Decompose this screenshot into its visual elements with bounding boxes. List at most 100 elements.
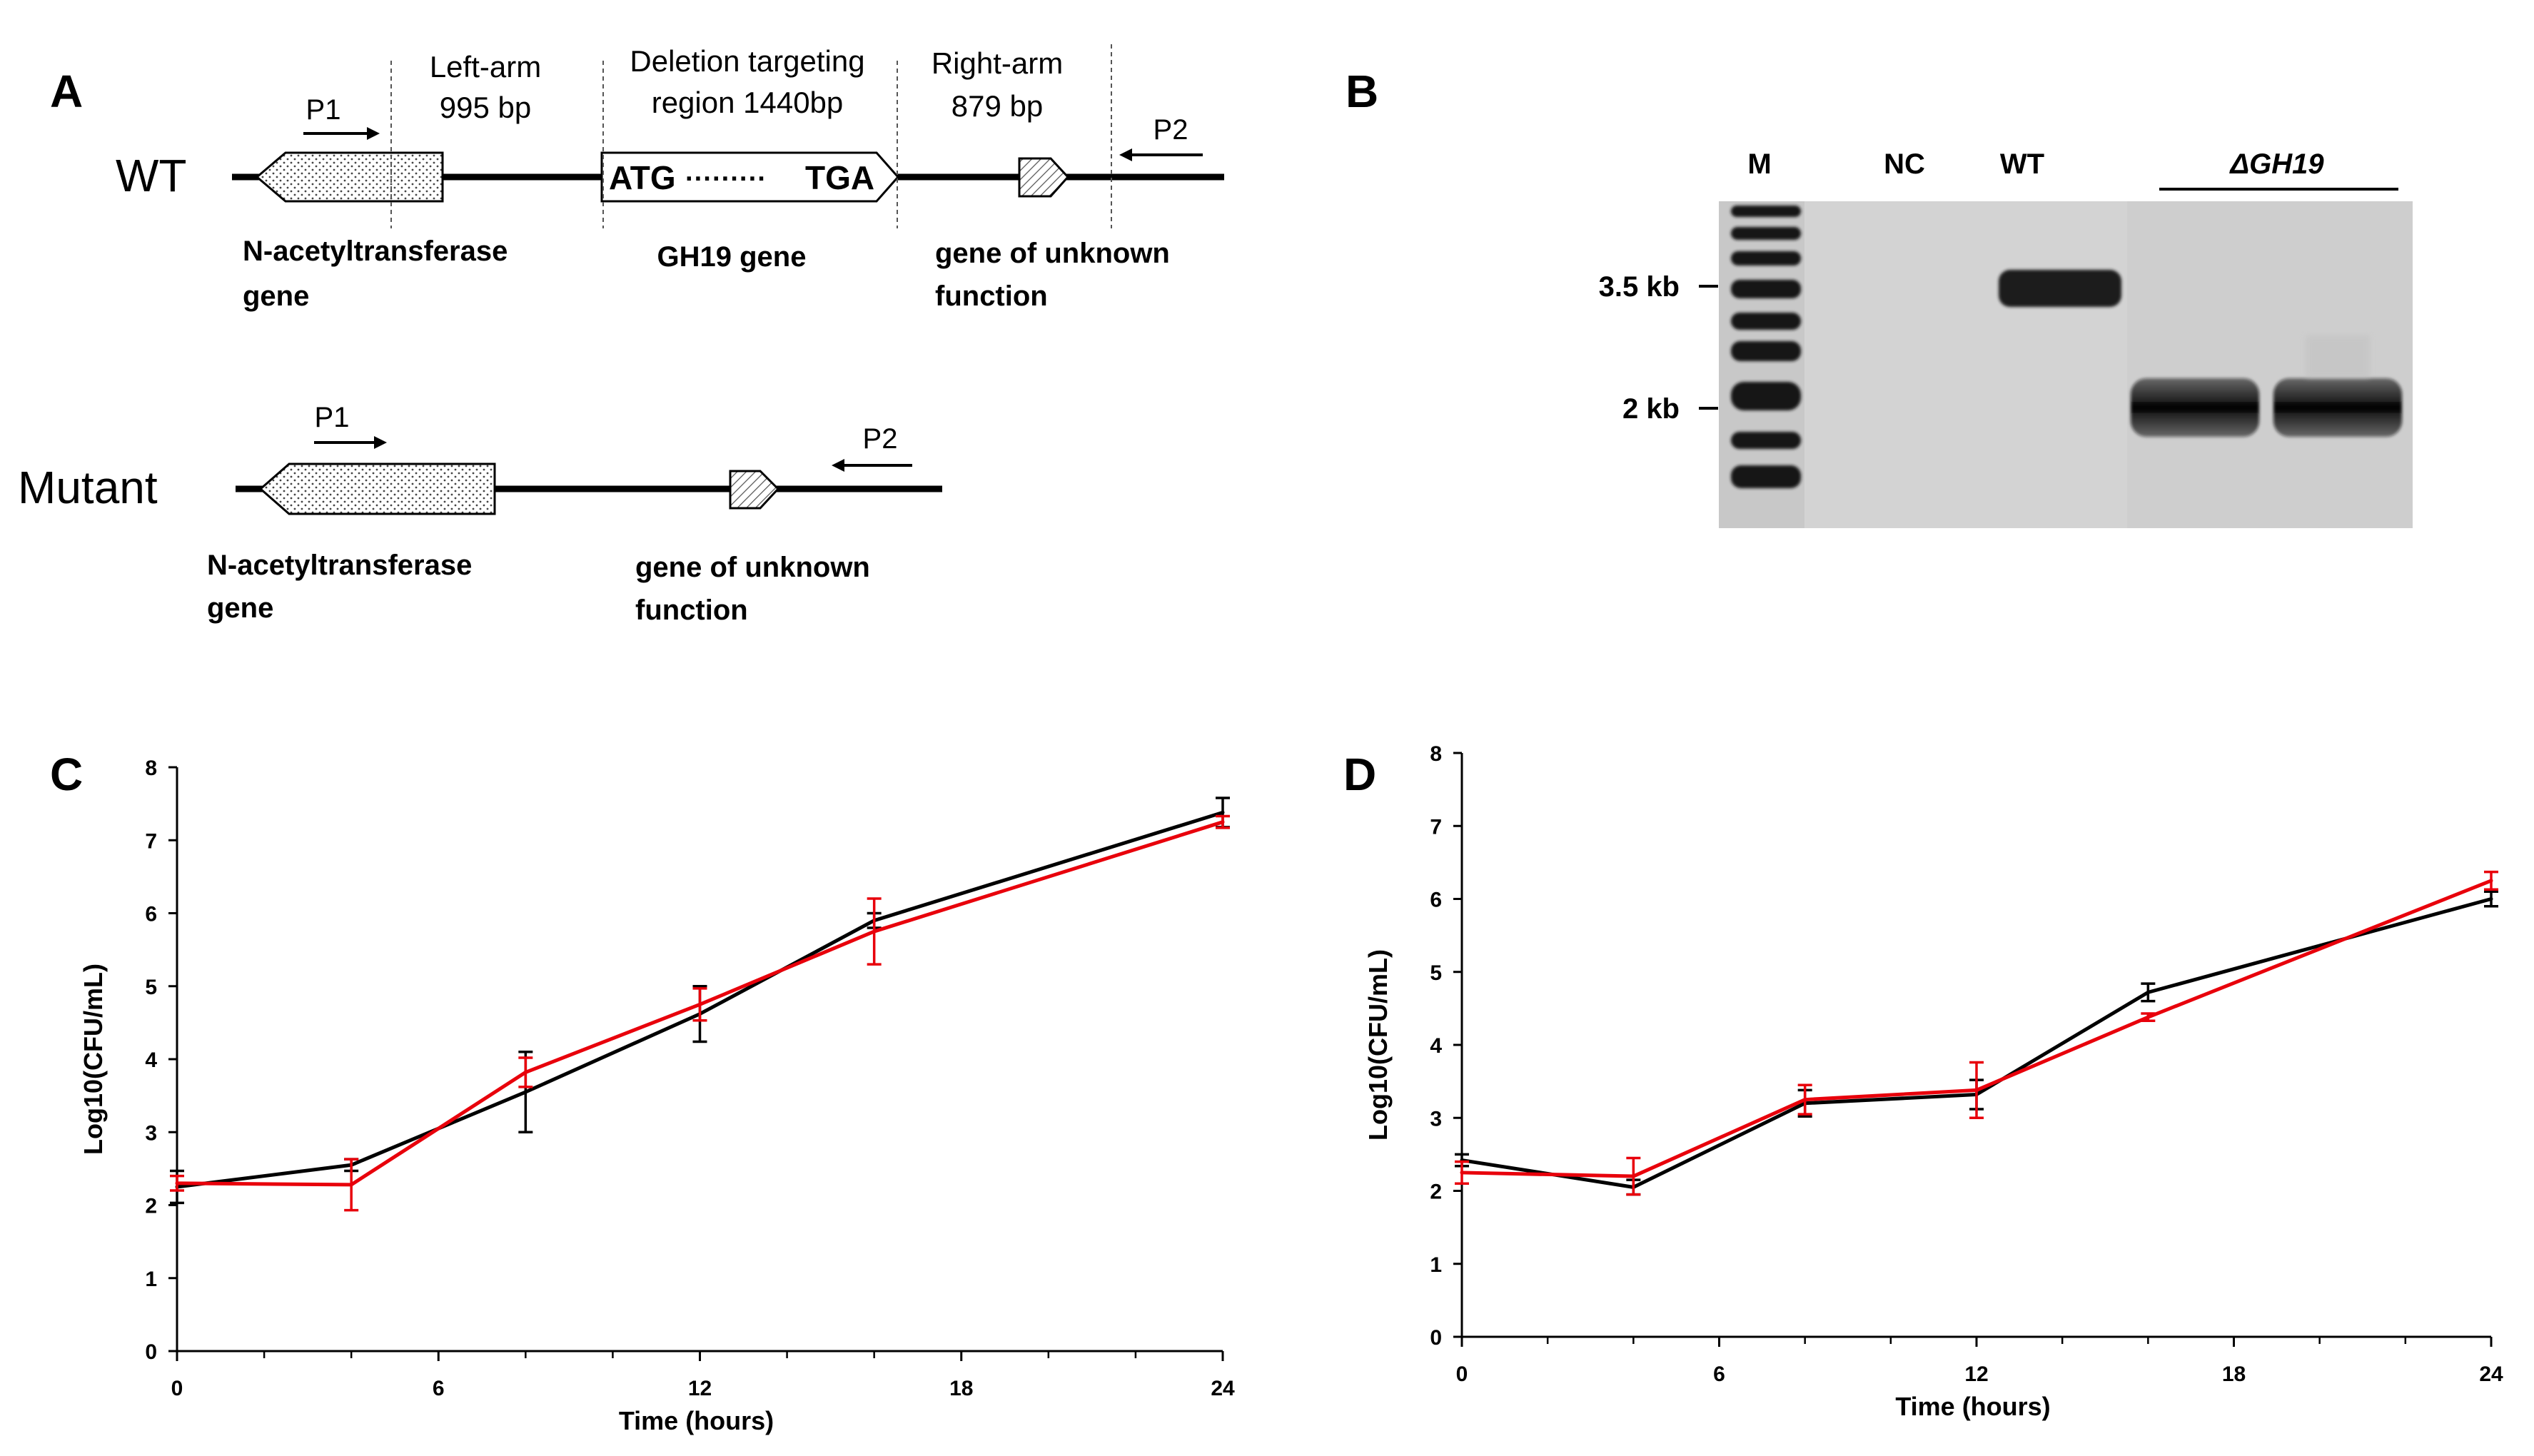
right-arm-size: 879 bp: [951, 89, 1043, 123]
series-line-black: [1461, 897, 2492, 1189]
ladder-band: [1731, 341, 1801, 361]
data-point-red: [1803, 1098, 1807, 1102]
series-line-red: [176, 820, 1223, 1187]
codon-dots: ·········: [685, 164, 767, 194]
left-arm-title: Left-arm: [430, 50, 541, 84]
y-tick-label: 5: [145, 976, 157, 999]
data-point-red: [523, 1070, 528, 1074]
panel-d-label: D: [1343, 749, 1376, 800]
ladder-band: [1731, 206, 1801, 217]
wt-gh19-gene-label: GH19 gene: [657, 241, 807, 273]
wt-p1-label: P1: [306, 94, 341, 126]
y-tick-label: 3: [1430, 1107, 1442, 1131]
mutant-construct: Mutant P1 P2 N-acetyltransferase gene ge…: [18, 402, 942, 626]
ladder-band: [1731, 280, 1801, 298]
wt-p1-arrow: [303, 127, 380, 140]
lane-label-mutant: ΔGH19: [2228, 148, 2324, 180]
y-tick-label: 3: [145, 1121, 157, 1145]
wt-unknown-gene-box: [1018, 157, 1070, 198]
mutant-p2-label: P2: [863, 423, 898, 455]
data-point-red: [872, 929, 877, 934]
deletion-size: region 1440bp: [652, 86, 844, 119]
y-tick-label: 5: [1430, 961, 1442, 985]
wt-p2-label: P2: [1154, 114, 1188, 146]
y-tick-label: 8: [145, 757, 157, 780]
start-codon: ATG: [609, 159, 676, 196]
band-smear: [2306, 335, 2370, 378]
wt-band: [1999, 270, 2121, 307]
panel-b: B M NC WT ΔGH19 3.5 k: [1346, 66, 2413, 528]
panel-a: A WT ATG ········· TGA Left-arm 995 bp D…: [18, 44, 1224, 626]
data-point-red: [1221, 820, 1225, 824]
x-tick-label: 6: [1713, 1363, 1725, 1386]
data-point-red: [1631, 1174, 1635, 1178]
mutant-nat-gene-line2: gene: [207, 592, 273, 624]
wt-unknown-gene-line1: gene of unknown: [935, 238, 1170, 269]
y-axis-title: Log10(CFU/mL): [79, 964, 108, 1155]
y-tick-label: 6: [145, 903, 157, 926]
y-tick-label: 7: [145, 829, 157, 853]
wt-unknown-gene-line2: function: [935, 280, 1048, 312]
ladder-band: [1731, 382, 1801, 410]
mutant-p1-arrow: [314, 436, 387, 449]
x-tick-label: 18: [2222, 1363, 2246, 1386]
series-black: [1455, 890, 2498, 1196]
y-axis-title: Log10(CFU/mL): [1363, 949, 1393, 1141]
panel-c-label: C: [50, 749, 83, 800]
ladder-band: [1731, 432, 1801, 449]
size-marker-2kb: 2 kb: [1622, 393, 1680, 425]
y-tick-label: 0: [145, 1340, 157, 1364]
mutant-unknown-gene-box: [729, 470, 780, 510]
mutant-p1-label: P1: [315, 402, 350, 433]
series-line-red: [1461, 879, 2492, 1178]
panel-b-label: B: [1346, 66, 1378, 117]
x-tick-label: 18: [949, 1377, 973, 1400]
x-axis-title: Time (hours): [1895, 1392, 2050, 1421]
wt-construct: WT ATG ········· TGA Left-arm 995 bp Del…: [116, 44, 1224, 312]
mutant-nat-gene-line1: N-acetyltransferase: [207, 550, 472, 581]
y-tick-label: 8: [1430, 742, 1442, 766]
x-tick-label: 0: [171, 1377, 183, 1400]
y-tick-label: 4: [145, 1048, 157, 1072]
wt-nat-gene-box: [255, 151, 444, 203]
wt-nat-gene-line1: N-acetyltransferase: [243, 236, 508, 267]
wt-p2-arrow: [1119, 148, 1203, 161]
ladder-bands: [1731, 206, 1801, 488]
data-point-red: [349, 1183, 353, 1187]
data-point-black: [1221, 810, 1225, 814]
mutant-unknown-gene-line2: function: [635, 595, 748, 626]
mutant-band-2: [2273, 378, 2402, 437]
data-point-black: [2146, 990, 2150, 994]
mutant-label: Mutant: [18, 462, 158, 513]
lane-label-nc: NC: [1884, 148, 1925, 180]
series-red: [170, 814, 1230, 1212]
data-point-black: [523, 1090, 528, 1094]
data-point-red: [1460, 1171, 1464, 1175]
x-tick-label: 0: [1456, 1363, 1468, 1386]
lane-label-m: M: [1747, 148, 1771, 180]
panel-a-label: A: [50, 66, 83, 117]
stop-codon: TGA: [805, 159, 874, 196]
ladder-band: [1731, 465, 1801, 488]
right-arm-title: Right-arm: [932, 46, 1063, 80]
x-tick-label: 6: [433, 1377, 445, 1400]
gel-image: [1719, 201, 2413, 528]
wt-label: WT: [116, 150, 187, 201]
x-axis-title: Time (hours): [619, 1406, 774, 1435]
y-tick-label: 6: [1430, 889, 1442, 912]
data-point-red: [2146, 1015, 2150, 1019]
x-tick-label: 12: [688, 1377, 712, 1400]
y-tick-label: 2: [1430, 1181, 1442, 1204]
data-point-red: [698, 1002, 702, 1006]
left-arm-size: 995 bp: [440, 91, 531, 124]
data-point-red: [175, 1181, 179, 1185]
ladder-band: [1731, 251, 1801, 266]
wt-nat-gene-line2: gene: [243, 280, 309, 312]
data-point-black: [2489, 897, 2493, 901]
x-tick-label: 24: [2479, 1363, 2503, 1386]
mutant-p2-arrow: [832, 459, 912, 472]
wt-gh19-gene-box: [600, 151, 900, 203]
data-point-red: [2489, 879, 2493, 883]
